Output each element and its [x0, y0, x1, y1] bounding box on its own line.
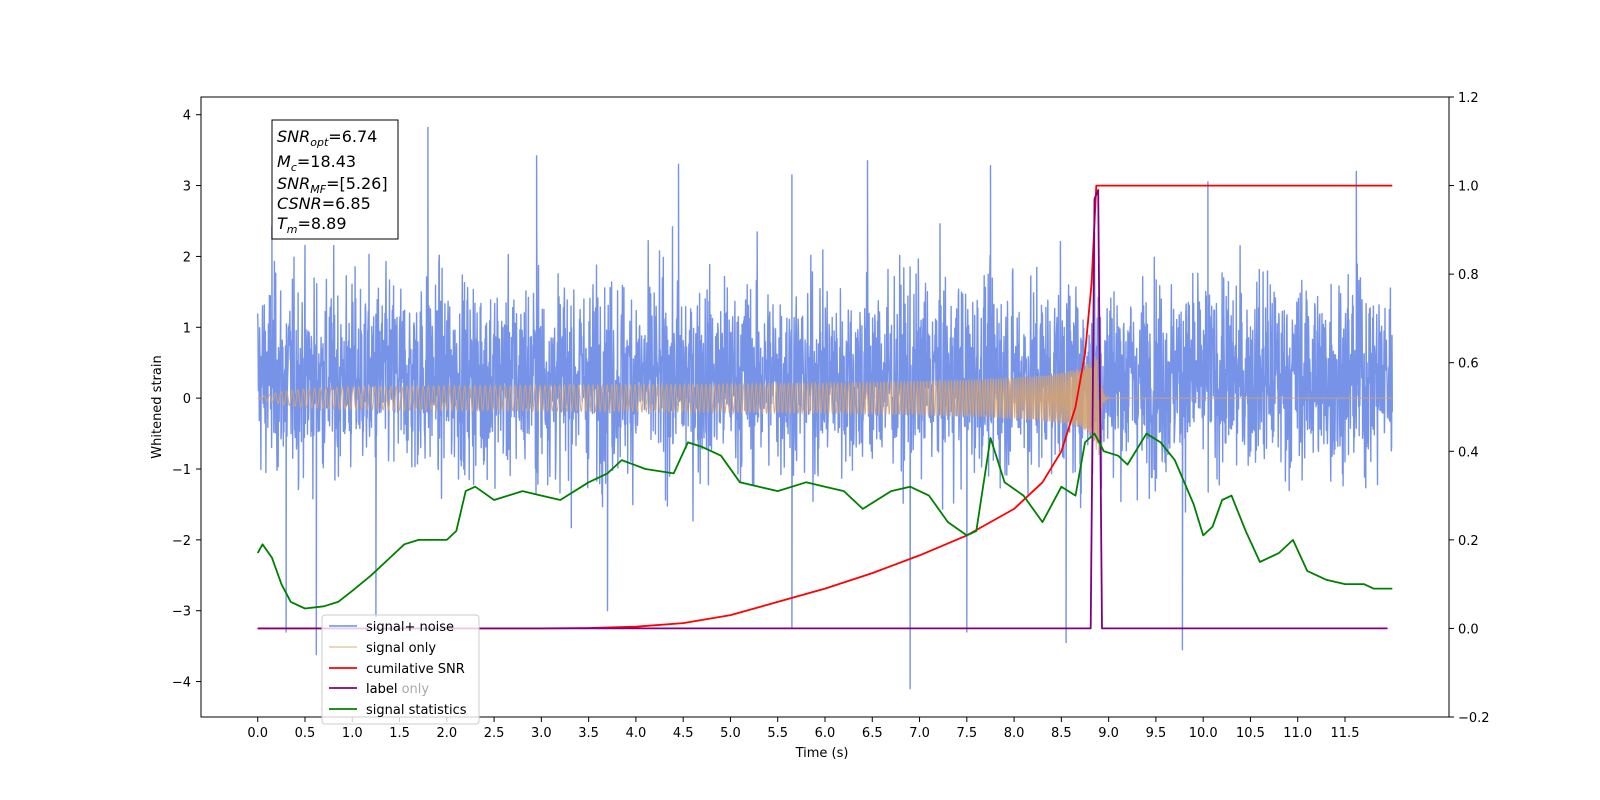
annotation-box: SNRopt=6.74 Mc=18.43 SNRMF=[5.26] CSNR=6…: [272, 120, 398, 239]
y-tick-label: −3: [172, 605, 191, 620]
x-tick-label: 6.5: [862, 726, 883, 741]
x-tick-label: 10.0: [1189, 726, 1218, 741]
y-tick-label: 3: [183, 180, 191, 195]
y-tick-label: 0: [183, 392, 191, 407]
y2-tick-label: 0.0: [1458, 622, 1479, 637]
x-tick-label: 11.5: [1331, 726, 1360, 741]
x-tick-label: 0.5: [295, 726, 316, 741]
x-tick-label: 1.5: [389, 726, 410, 741]
x-tick-label: 5.0: [720, 726, 741, 741]
annotation-csnr: CSNR=6.85: [277, 194, 371, 213]
x-tick-label: 1.0: [342, 726, 363, 741]
x-tick-label: 2.0: [436, 726, 457, 741]
x-tick-label: 2.5: [484, 726, 505, 741]
y-tick-label: 1: [183, 321, 191, 336]
x-tick-label: 6.0: [815, 726, 836, 741]
x-tick-label: 4.0: [626, 726, 647, 741]
y2-tick-label: −0.2: [1458, 711, 1490, 726]
y2-tick-label: 0.2: [1458, 534, 1479, 549]
x-tick-label: 8.5: [1051, 726, 1072, 741]
x-tick-label: 9.0: [1098, 726, 1119, 741]
x-tick-label: 4.5: [673, 726, 694, 741]
x-tick-label: 11.0: [1283, 726, 1312, 741]
legend-label-signal-noise: signal+ noise: [366, 620, 454, 635]
x-tick-label: 10.5: [1236, 726, 1265, 741]
x-tick-label: 8.0: [1004, 726, 1025, 741]
y-tick-label: 4: [183, 109, 191, 124]
x-tick-label: 7.5: [956, 726, 977, 741]
x-tick-label: 7.0: [909, 726, 930, 741]
x-axis-label: Time (s): [795, 746, 849, 761]
y-tick-label: −2: [172, 534, 191, 549]
y2-tick-label: 1.0: [1458, 180, 1479, 195]
y2-tick-label: 0.6: [1458, 357, 1479, 372]
legend-label-label: label: [366, 682, 397, 697]
legend-label-signal-statistics: signal statistics: [366, 703, 467, 718]
x-tick-label: 5.5: [767, 726, 788, 741]
x-tick-label: 9.5: [1146, 726, 1167, 741]
y-tick-label: −1: [172, 463, 191, 478]
legend-label-cumulative-snr: cumilative SNR: [366, 662, 465, 677]
legend-label-signal-only: signal only: [366, 641, 436, 656]
x-tick-label: 0.0: [247, 726, 268, 741]
legend: signal+ noise signal only cumilative SNR…: [322, 615, 479, 724]
y2-tick-label: 0.4: [1458, 445, 1479, 460]
y-axis-label: Whitened strain: [150, 355, 165, 458]
annotation-mc: Mc=18.43: [277, 152, 356, 174]
y-tick-label: 2: [183, 250, 191, 265]
y-tick-label: −4: [172, 676, 191, 691]
x-tick-label: 3.0: [531, 726, 552, 741]
x-tick-label: 3.5: [578, 726, 599, 741]
y2-tick-label: 1.2: [1458, 91, 1479, 106]
annotation-snr-mf: SNRMF=[5.26]: [277, 174, 388, 196]
y2-tick-label: 0.8: [1458, 268, 1479, 283]
